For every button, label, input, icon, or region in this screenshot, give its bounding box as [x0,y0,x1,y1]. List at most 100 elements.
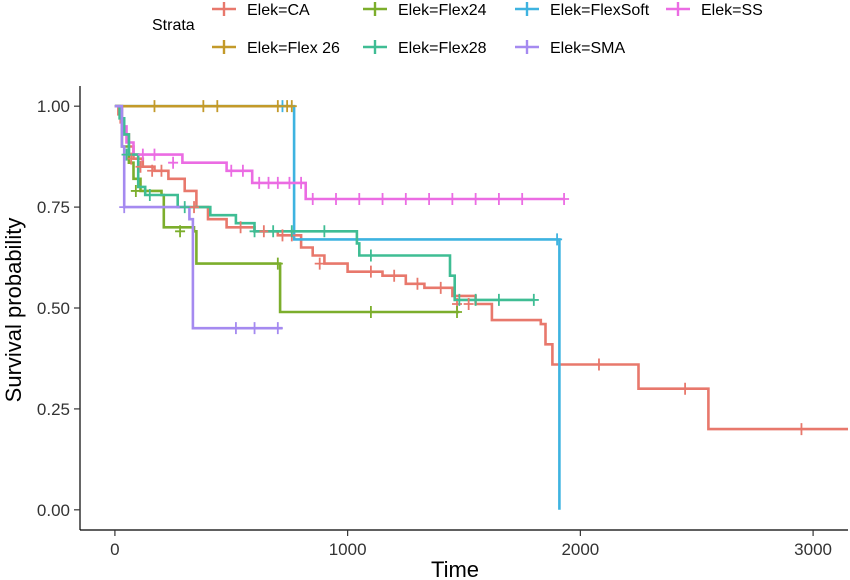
legend-item-elek-flexsoft: Elek=FlexSoft [515,2,650,19]
censor-mark-elek-ca [680,382,691,395]
plot-censors [119,100,807,436]
censor-mark-elek-flex28 [268,225,279,238]
censor-mark-elek-flex28 [470,293,481,306]
censor-mark-elek-flex28 [528,293,539,306]
legend-key-elek-ss [666,2,690,16]
legend-item-elek-flex28: Elek=Flex28 [363,40,487,57]
censor-mark-elek-ca [412,277,423,290]
censor-mark-elek-ss [517,193,528,206]
legend-key-elek-sma [515,40,539,54]
censor-mark-elek-ss [493,193,504,206]
censor-mark-elek-ca [258,225,269,238]
series-line-elek-flex24 [114,104,460,314]
legend: Strata Elek=CA Elek=Flex24 Elek=FlexSoft El… [152,2,763,57]
censor-mark-elek-flex28 [319,225,330,238]
censor-mark-elek-flex-26 [272,100,283,113]
legend-title: Strata [152,17,195,34]
x-tick-label: 1000 [329,540,367,559]
censor-mark-elek-ss [272,176,283,189]
censor-mark-elek-sma [249,322,260,335]
censor-mark-elek-flex24 [130,184,141,197]
censor-mark-elek-ss [263,176,274,189]
censor-mark-elek-ca [314,257,325,270]
legend-label-elek-flexsoft: Elek=FlexSoft [550,2,650,19]
censor-mark-elek-ca [435,281,446,294]
censor-mark-elek-ca [147,164,158,177]
censor-mark-elek-flex28 [179,201,190,214]
series-line-elek-ss [114,104,565,201]
legend-item-elek-flex-26: Elek=Flex 26 [212,40,340,57]
censor-mark-elek-flex28 [121,148,132,161]
censor-mark-elek-flex-26 [149,100,160,113]
x-tick-label: 3000 [794,540,832,559]
censor-mark-elek-ss [559,193,570,206]
censor-mark-elek-ss [226,164,237,177]
legend-key-elek-flex24 [363,2,387,16]
censor-mark-elek-flex28 [493,293,504,306]
x-ticks: 0 1000 2000 3000 [110,530,832,559]
y-tick-label: 1.00 [37,97,70,116]
axes: 0 1000 2000 3000 0.000.250.500.751.00 Time … [1,86,848,580]
censor-mark-elek-ss [377,193,388,206]
censor-mark-elek-flex28 [286,225,297,238]
legend-key-elek-flexsoft [515,2,539,16]
censor-mark-elek-flexsoft [552,233,563,246]
censor-mark-elek-ca [189,201,200,214]
censor-mark-elek-ca [796,423,807,436]
censor-mark-elek-ca [156,164,167,177]
censor-mark-elek-flex-26 [286,100,297,113]
censor-mark-elek-ca [389,269,400,282]
series-line-elek-flex28 [114,104,534,302]
censor-mark-elek-flex-26 [198,100,209,113]
legend-label-elek-flex28: Elek=Flex28 [398,40,487,57]
legend-item-elek-flex24: Elek=Flex24 [363,2,487,19]
censor-mark-elek-ss [470,193,481,206]
censor-mark-elek-sma [272,322,283,335]
censor-mark-elek-ss [331,193,341,206]
legend-item-elek-ca: Elek=CA [212,2,310,19]
y-tick-label: 0.25 [37,400,70,419]
censor-mark-elek-ca [365,265,376,278]
legend-entries: Elek=CA Elek=Flex24 Elek=FlexSoft Elek=SS El… [212,2,763,57]
y-tick-label: 0.50 [37,299,70,318]
censor-mark-elek-ss [137,148,148,161]
censor-mark-elek-ss [400,193,411,206]
censor-mark-elek-flex24 [272,257,283,270]
censor-mark-elek-ss [296,176,307,189]
y-tick-label: 0.00 [37,501,70,520]
censor-mark-elek-flex24 [175,225,186,238]
censor-mark-elek-ca [463,297,474,310]
y-tick-label: 0.75 [37,198,70,217]
legend-item-elek-ss: Elek=SS [666,2,763,19]
series-line-elek-ca [114,104,848,431]
x-tick-label: 0 [110,540,119,559]
legend-label-elek-ca: Elek=CA [247,2,310,19]
legend-key-elek-flex-26 [212,40,236,54]
censor-mark-elek-flex28 [365,249,376,262]
censor-mark-elek-ss [447,193,458,206]
censor-mark-elek-flex24 [452,306,463,319]
censor-mark-elek-flex28 [454,293,465,306]
censor-mark-elek-ss [307,193,318,206]
censor-mark-elek-ss [149,148,160,161]
censor-mark-elek-ss [424,193,435,206]
censor-mark-elek-ss [168,156,179,169]
legend-key-elek-flex28 [363,40,387,54]
x-axis-title: Time [431,557,479,580]
legend-label-elek-flex-26: Elek=Flex 26 [247,40,340,57]
censor-mark-elek-ss [354,193,365,206]
censor-mark-elek-sma [230,322,241,335]
censor-mark-elek-sma [119,201,130,214]
censor-mark-elek-ss [237,164,248,177]
censor-mark-elek-flex24 [365,306,376,319]
y-axis-title: Survival probability [1,218,26,403]
y-ticks: 0.00 0.25 0.50 0.75 1.00 [37,97,80,520]
censor-mark-elek-ss [284,176,295,189]
censor-mark-elek-ca [135,160,146,173]
censor-mark-elek-flex-26 [212,100,223,113]
legend-label-elek-ss: Elek=SS [701,2,763,19]
legend-label-elek-sma: Elek=SMA [550,40,625,57]
censor-mark-elek-ca [593,358,604,371]
censor-mark-elek-ca [235,221,246,234]
